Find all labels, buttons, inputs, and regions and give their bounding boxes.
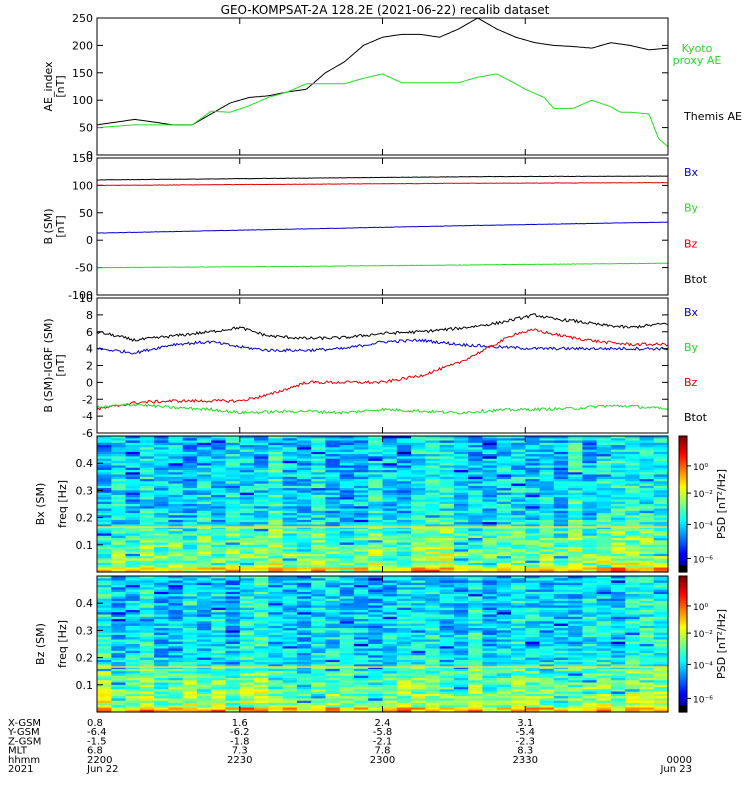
y-tick-label: -2 xyxy=(82,393,93,406)
legend-bx: Bx xyxy=(684,166,699,179)
series-btot xyxy=(97,176,668,180)
series-themis-ae xyxy=(97,18,668,125)
panel-bx-spectrogram: 0.1 0.2 0.3 0.4 10⁰ 10⁻² 10⁻⁴ 10⁻⁶ PSD [nT²/Hz] B… xyxy=(34,436,728,573)
y-tick-label: 250 xyxy=(72,12,93,25)
colorbar: 10⁰ 10⁻² 10⁻⁴ 10⁻⁶ PSD [nT²/Hz] xyxy=(679,436,728,573)
legend-kyoto: proxy AE xyxy=(673,54,722,67)
legend-bz: Bz xyxy=(684,376,698,389)
y-tick-label: 4 xyxy=(86,343,93,356)
panel-frame xyxy=(97,158,668,295)
y-axis-unit: [nT] xyxy=(54,215,67,237)
legend-bz: Bz xyxy=(684,237,698,250)
series-btot xyxy=(97,314,668,341)
series-bz xyxy=(97,183,668,186)
y-tick-label: 0.1 xyxy=(76,539,94,552)
y-tick-label: 6 xyxy=(86,326,93,339)
legend-bx: Bx xyxy=(684,306,699,319)
colorbar-tick-label: 10⁻⁶ xyxy=(693,555,713,565)
legend-btot: Btot xyxy=(684,411,708,424)
y-axis-label: Bx (SM) xyxy=(34,483,47,526)
panel-frame xyxy=(97,298,668,433)
y-tick-label: 200 xyxy=(72,39,93,52)
y-axis-unit: [nT] xyxy=(54,354,67,376)
spectral-band xyxy=(97,526,668,528)
colorbar-tick-label: 10⁰ xyxy=(693,463,708,473)
legend-by: By xyxy=(684,341,699,354)
legend-btot: Btot xyxy=(684,273,708,286)
y-tick-label: 150 xyxy=(72,67,93,80)
y-tick-label: -6 xyxy=(82,427,93,440)
y-tick-label: 100 xyxy=(72,179,93,192)
series-by xyxy=(97,263,668,268)
colorbar-tick-label: 10⁻⁴ xyxy=(693,521,713,531)
legend-by: By xyxy=(684,202,699,215)
y-tick-label: -50 xyxy=(75,262,93,275)
series-bx xyxy=(97,222,668,233)
y-tick-label: 0 xyxy=(86,234,93,247)
y-tick-label: 0.3 xyxy=(76,484,94,497)
y-tick-label: 50 xyxy=(79,207,93,220)
y-axis-unit: freq [Hz] xyxy=(56,480,69,528)
series-kyoto-proxy-ae xyxy=(97,74,668,147)
y-tick-label: 150 xyxy=(72,152,93,165)
y-tick-label: 0.4 xyxy=(76,457,94,470)
y-axis-unit: [nT] xyxy=(54,75,67,97)
series-bz xyxy=(97,329,668,410)
y-tick-label: 100 xyxy=(72,94,93,107)
series-bx xyxy=(97,339,668,354)
y-tick-label: 2 xyxy=(86,360,93,373)
y-tick-label: 0 xyxy=(86,376,93,389)
series-by xyxy=(97,404,668,414)
y-tick-label: 50 xyxy=(79,122,93,135)
colorbar-label: PSD [nT²/Hz] xyxy=(715,469,728,539)
legend-themis-ae: Themis AE xyxy=(683,110,742,123)
y-tick-label: 10 xyxy=(79,292,93,305)
figure-title: GEO-KOMPSAT-2A 128.2E (2021-06-22) recal… xyxy=(221,3,550,17)
y-tick-label: 8 xyxy=(86,309,93,322)
y-tick-label: 0.2 xyxy=(76,512,94,525)
y-tick-label: -4 xyxy=(82,410,93,423)
panel-frame xyxy=(97,18,668,155)
colorbar-tick-label: 10⁻² xyxy=(693,490,713,500)
